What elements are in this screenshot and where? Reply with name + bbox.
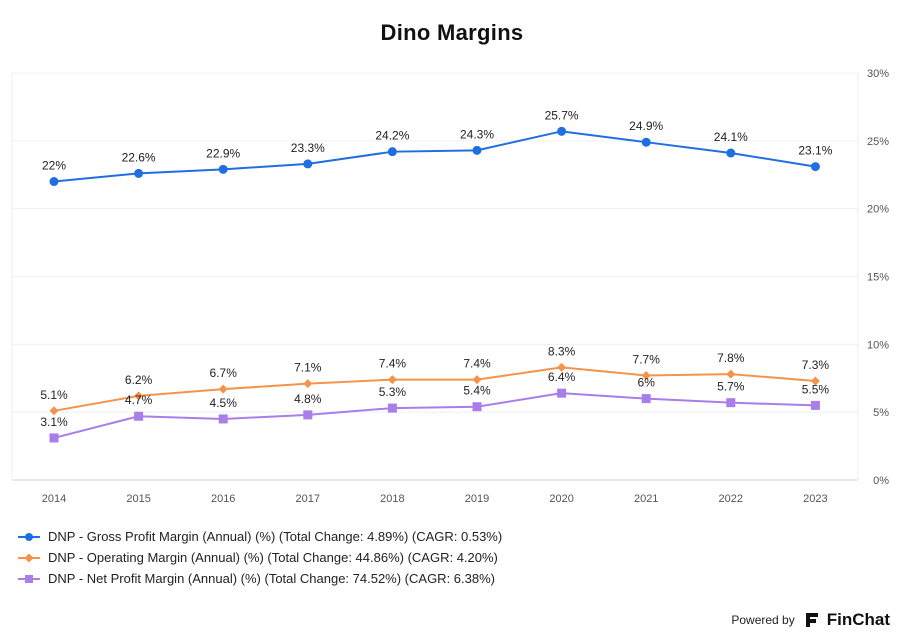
data-label: 7.1%	[294, 361, 322, 375]
x-tick-label: 2022	[719, 493, 743, 505]
legend: DNP - Gross Profit Margin (Annual) (%) (…	[18, 526, 502, 589]
data-label: 4.5%	[210, 396, 238, 410]
series-line	[53, 366, 816, 412]
data-label: 7.4%	[463, 357, 491, 371]
data-label: 6.2%	[125, 373, 153, 387]
data-label: 6.4%	[548, 370, 576, 384]
data-point	[218, 414, 228, 424]
data-label: 5.4%	[463, 384, 491, 398]
data-point	[303, 379, 313, 389]
data-point	[810, 162, 820, 172]
data-point	[557, 388, 567, 398]
x-tick-label: 2016	[211, 493, 235, 505]
data-point	[218, 384, 228, 394]
data-point	[810, 376, 820, 386]
y-tick-label: 25%	[867, 136, 889, 148]
data-label: 22.6%	[122, 150, 156, 164]
powered-by-text: Powered by	[731, 613, 795, 627]
data-label: 4.7%	[125, 393, 153, 407]
data-label: 23.1%	[798, 144, 832, 158]
y-tick-label: 10%	[867, 339, 889, 351]
x-tick-label: 2023	[803, 493, 827, 505]
data-label: 7.3%	[802, 358, 830, 372]
y-tick-label: 20%	[867, 204, 889, 216]
x-tick-label: 2019	[465, 493, 489, 505]
footer-credit: Powered by FinChat	[731, 610, 890, 630]
data-point	[472, 402, 482, 412]
data-point	[557, 126, 567, 136]
data-point	[303, 410, 313, 420]
data-label: 7.4%	[379, 357, 407, 371]
data-label: 6%	[638, 376, 656, 390]
data-point	[134, 391, 144, 401]
y-tick-label: 30%	[867, 68, 889, 80]
x-tick-label: 2020	[549, 493, 573, 505]
legend-label: DNP - Net Profit Margin (Annual) (%) (To…	[48, 571, 495, 586]
data-label: 22.9%	[206, 146, 240, 160]
series-line	[53, 392, 816, 439]
legend-item-operating-margin[interactable]: DNP - Operating Margin (Annual) (%) (Tot…	[18, 547, 502, 568]
data-label: 25.7%	[545, 108, 579, 122]
data-label: 24.2%	[375, 129, 409, 143]
x-tick-label: 2015	[126, 493, 150, 505]
data-label: 3.1%	[40, 415, 68, 429]
data-point	[134, 168, 144, 178]
series-line	[53, 130, 816, 183]
data-point	[218, 164, 228, 174]
data-point	[641, 394, 651, 404]
data-point	[134, 411, 144, 421]
legend-item-gross-margin[interactable]: DNP - Gross Profit Margin (Annual) (%) (…	[18, 526, 502, 547]
data-label: 22%	[42, 159, 66, 173]
data-label: 5.1%	[40, 388, 68, 402]
legend-circle-icon	[18, 532, 40, 541]
data-point	[49, 177, 59, 187]
brand-name: FinChat	[826, 610, 890, 629]
data-label: 4.8%	[294, 392, 322, 406]
data-point	[472, 375, 482, 385]
y-tick-label: 15%	[867, 272, 889, 284]
data-point	[726, 369, 736, 379]
finchat-logo-icon	[805, 613, 818, 627]
data-point	[641, 137, 651, 147]
line-chart: 0% 5% 10% 15% 20% 25% 30% 2014 2015 2016 2017 2018 2…	[11, 68, 889, 505]
data-point	[726, 398, 736, 408]
x-tick-label: 2018	[380, 493, 404, 505]
x-tick-label: 2017	[296, 493, 320, 505]
data-label: 23.3%	[291, 141, 325, 155]
data-point	[387, 403, 397, 413]
data-label: 5.5%	[802, 382, 830, 396]
data-label: 7.8%	[717, 351, 745, 365]
data-label: 24.9%	[629, 119, 663, 133]
legend-square-icon	[18, 574, 40, 583]
x-tick-label: 2021	[634, 493, 658, 505]
data-label: 8.3%	[548, 344, 576, 358]
y-tick-label: 0%	[873, 475, 889, 487]
data-label: 24.1%	[714, 130, 748, 144]
data-point	[472, 145, 482, 155]
legend-item-net-margin[interactable]: DNP - Net Profit Margin (Annual) (%) (To…	[18, 568, 502, 589]
data-point	[303, 159, 313, 169]
data-point	[387, 147, 397, 157]
x-tick-label: 2014	[42, 493, 66, 505]
data-label: 7.7%	[633, 353, 661, 367]
data-label: 5.3%	[379, 385, 407, 399]
data-label: 6.7%	[210, 366, 238, 380]
data-point	[726, 148, 736, 158]
legend-diamond-icon	[18, 553, 40, 562]
data-point	[387, 375, 397, 385]
data-point	[557, 362, 567, 372]
data-point	[49, 433, 59, 443]
data-point	[641, 371, 651, 381]
data-point	[810, 400, 820, 410]
y-tick-label: 5%	[873, 407, 889, 419]
data-label: 24.3%	[460, 127, 494, 141]
chart-title: Dino Margins	[380, 20, 524, 45]
data-label: 5.7%	[717, 380, 745, 394]
legend-label: DNP - Gross Profit Margin (Annual) (%) (…	[48, 529, 503, 544]
data-point	[49, 406, 59, 416]
legend-label: DNP - Operating Margin (Annual) (%) (Tot…	[48, 550, 498, 565]
